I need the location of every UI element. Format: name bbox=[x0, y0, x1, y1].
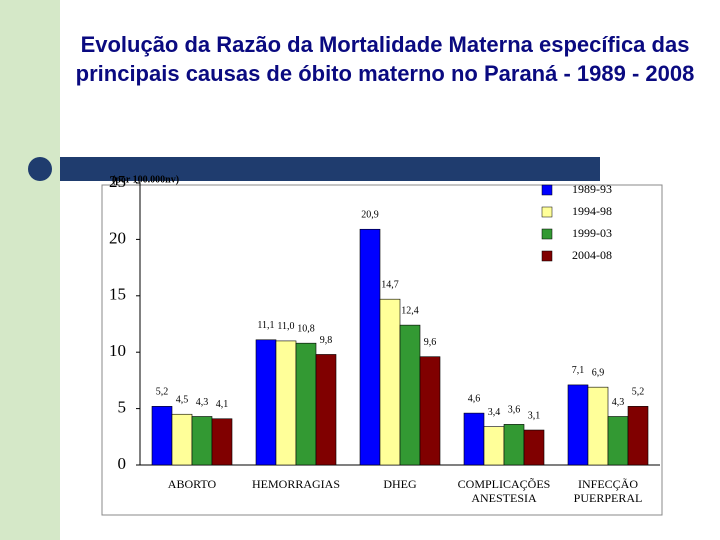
bar bbox=[211, 418, 233, 466]
chart-title: Evolução da Razão da Mortalidade Materna… bbox=[75, 32, 695, 86]
y-tick-label: 20 bbox=[109, 228, 126, 247]
data-label: 4,5 bbox=[176, 395, 189, 406]
bar bbox=[399, 324, 421, 466]
bar bbox=[379, 298, 401, 466]
data-label: 4,3 bbox=[196, 397, 209, 408]
data-label: 4,3 bbox=[612, 397, 625, 408]
bar bbox=[275, 340, 297, 466]
x-tick-label: HEMORRAGIAS bbox=[251, 477, 340, 491]
bar bbox=[607, 416, 629, 466]
bar bbox=[359, 228, 381, 466]
bar bbox=[627, 406, 649, 466]
bar bbox=[483, 426, 505, 466]
bar bbox=[523, 429, 545, 466]
y-tick-label: 10 bbox=[109, 341, 126, 360]
bar bbox=[315, 354, 337, 466]
y-axis-label: (por 100.000nv) bbox=[112, 174, 179, 185]
data-label: 9,8 bbox=[320, 335, 333, 346]
legend-label: 1994-98 bbox=[572, 204, 612, 218]
decoration bbox=[28, 157, 52, 181]
y-tick-label: 0 bbox=[118, 454, 127, 473]
side-strip bbox=[0, 0, 60, 540]
data-label: 11,1 bbox=[257, 320, 274, 331]
bar bbox=[171, 413, 193, 466]
legend-swatch bbox=[541, 184, 553, 196]
bar bbox=[503, 424, 525, 466]
data-label: 20,9 bbox=[361, 210, 379, 221]
legend-swatch bbox=[541, 250, 553, 262]
x-tick-label: INFECÇÃO PUERPERAL bbox=[573, 477, 643, 505]
data-label: 14,7 bbox=[381, 279, 399, 290]
bar bbox=[151, 406, 173, 466]
x-tick-label: DHEG bbox=[383, 477, 417, 491]
bar bbox=[419, 356, 441, 466]
legend-label: 2004-08 bbox=[572, 248, 612, 262]
bar bbox=[463, 412, 485, 466]
data-label: 11,0 bbox=[277, 321, 294, 332]
data-label: 5,2 bbox=[632, 387, 645, 398]
data-label: 9,6 bbox=[424, 337, 437, 348]
x-tick-label: COMPLICAÇÕES ANESTESIA bbox=[457, 477, 551, 505]
legend-swatch bbox=[541, 206, 553, 218]
legend-label: 1999-03 bbox=[572, 226, 612, 240]
bar bbox=[587, 386, 609, 466]
y-tick-label: 15 bbox=[109, 285, 126, 304]
data-label: 7,1 bbox=[572, 365, 585, 376]
bar bbox=[295, 342, 317, 466]
x-tick-label: ABORTO bbox=[167, 477, 217, 491]
data-label: 3,4 bbox=[488, 407, 501, 418]
bar bbox=[191, 416, 213, 466]
header-band bbox=[60, 157, 600, 181]
data-label: 6,9 bbox=[592, 367, 605, 378]
y-tick-label: 25 bbox=[109, 172, 126, 191]
legend-label: 1989-93 bbox=[572, 182, 612, 196]
bar bbox=[255, 339, 277, 466]
data-label: 3,6 bbox=[508, 405, 521, 416]
y-tick-label: 5 bbox=[118, 398, 127, 417]
data-label: 4,1 bbox=[216, 399, 229, 410]
data-label: 10,8 bbox=[297, 323, 315, 334]
data-label: 12,4 bbox=[401, 305, 419, 316]
data-label: 5,2 bbox=[156, 387, 169, 398]
bar bbox=[567, 384, 589, 466]
data-label: 4,6 bbox=[468, 393, 481, 404]
legend-swatch bbox=[541, 228, 553, 240]
data-label: 3,1 bbox=[528, 410, 541, 421]
